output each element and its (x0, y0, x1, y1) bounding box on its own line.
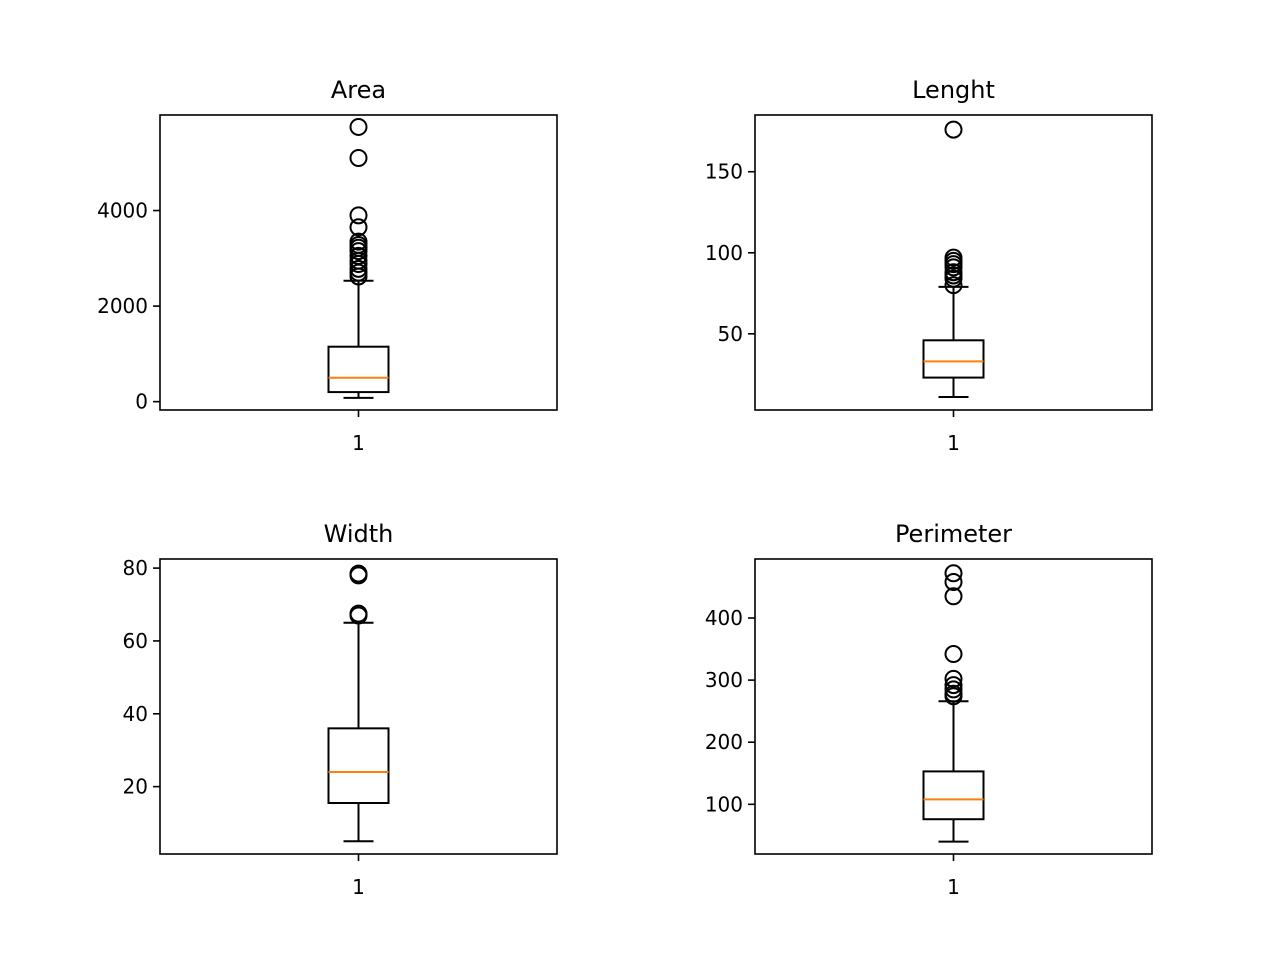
y-tick-label: 80 (123, 556, 148, 580)
y-tick-label: 200 (705, 730, 743, 754)
outlier-point (944, 120, 963, 139)
iqr-box (327, 345, 390, 394)
subplot-title: Lenght (912, 76, 995, 104)
outlier-point (944, 587, 963, 606)
outlier-point (349, 255, 368, 274)
axes-frame (754, 114, 1153, 411)
outlier-point (349, 566, 368, 585)
y-tick-label: 300 (705, 668, 743, 692)
outlier-point (349, 206, 368, 225)
outlier-point (349, 117, 368, 136)
iqr-box (922, 770, 985, 821)
subplot-lenght: Lenght 50 100 150 1 (705, 76, 1153, 455)
subplot-perimeter: Perimeter 100 200 300 400 1 (705, 520, 1153, 899)
y-tick-label: 50 (718, 322, 743, 346)
y-tick-label: 20 (123, 775, 148, 799)
outlier-point (944, 680, 963, 699)
outlier-point (944, 676, 963, 695)
y-tick-label: 100 (705, 241, 743, 265)
y-tick-label: 4000 (97, 199, 148, 223)
subplot-title: Area (331, 76, 386, 104)
x-tick-label: 1 (947, 431, 960, 455)
outlier-point (944, 276, 963, 295)
outlier-point (349, 242, 368, 261)
y-tick-label: 400 (705, 606, 743, 630)
outlier-point (349, 606, 368, 625)
axes-frame (754, 558, 1153, 855)
subplot-title: Perimeter (895, 520, 1012, 548)
outlier-point (349, 218, 368, 237)
outlier-point (349, 148, 368, 167)
y-tick-label: 60 (123, 629, 148, 653)
outlier-point (944, 645, 963, 664)
axes-frame (159, 114, 558, 411)
outlier-point (944, 269, 963, 288)
subplot-width: Width 20 40 60 80 1 (123, 520, 558, 899)
outlier-point (944, 572, 963, 591)
iqr-box (922, 339, 985, 379)
outlier-point (349, 267, 368, 286)
y-tick-label: 150 (705, 160, 743, 184)
iqr-box (327, 727, 390, 805)
y-tick-label: 2000 (97, 294, 148, 318)
outlier-point (944, 687, 963, 706)
x-tick-label: 1 (352, 431, 365, 455)
outlier-point (944, 564, 963, 583)
axes-frame (159, 558, 558, 855)
subplot-area: Area 0 2000 4000 1 (97, 76, 558, 455)
outlier-point (944, 669, 963, 688)
outlier-point (944, 258, 963, 277)
x-tick-label: 1 (947, 875, 960, 899)
x-tick-label: 1 (352, 875, 365, 899)
y-tick-label: 100 (705, 792, 743, 816)
y-tick-label: 40 (123, 702, 148, 726)
subplot-title: Width (324, 520, 394, 548)
y-tick-label: 0 (135, 390, 148, 414)
